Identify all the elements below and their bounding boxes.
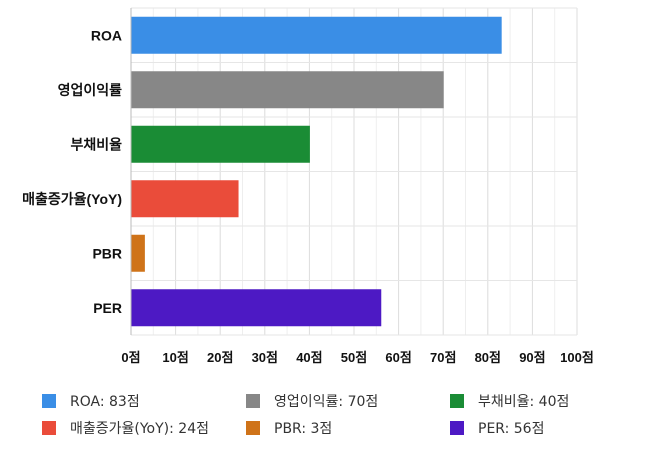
legend-swatch xyxy=(450,421,464,435)
category-label: ROA xyxy=(91,27,122,43)
legend-item: 매출증가율(YoY): 24점 xyxy=(42,418,209,438)
x-tick-label: 50점 xyxy=(341,350,367,365)
x-tick-label: 30점 xyxy=(252,350,278,365)
legend-label: 부채비율: 40점 xyxy=(478,394,570,410)
legend-swatch xyxy=(42,421,56,435)
category-label: 매출증가율(YoY) xyxy=(22,191,122,207)
x-tick-label: 0점 xyxy=(121,350,140,365)
x-tick-label: 90점 xyxy=(519,350,545,365)
category-label: PBR xyxy=(92,245,122,261)
legend-label: ROA: 83점 xyxy=(70,394,140,410)
legend-label: 영업이익률: 70점 xyxy=(274,394,379,410)
legend-item: PER: 56점 xyxy=(450,418,544,438)
x-tick-label: 20점 xyxy=(207,350,233,365)
x-tick-label: 10점 xyxy=(162,350,188,365)
legend-swatch xyxy=(450,394,464,408)
bars xyxy=(131,16,502,327)
x-tick-label: 70점 xyxy=(430,350,456,365)
category-label: 영업이익률 xyxy=(58,82,123,98)
legend-swatch xyxy=(246,421,260,435)
legend-item: 영업이익률: 70점 xyxy=(246,391,378,411)
legend-item: PBR: 3점 xyxy=(246,418,332,438)
x-tick-label: 60점 xyxy=(385,350,411,365)
legend-label: PBR: 3점 xyxy=(274,421,333,437)
legend-swatch xyxy=(42,394,56,408)
bar xyxy=(131,289,382,327)
bar xyxy=(131,125,310,163)
x-tick-labels: 0점 10점 20점 30점 40점 50점 60점 70점 80점 90점 100점 xyxy=(121,350,593,365)
legend-label: PER: 56점 xyxy=(478,421,545,437)
category-label: 부채비율 xyxy=(70,136,122,152)
x-tick-label: 40점 xyxy=(296,350,322,365)
category-label: PER xyxy=(93,300,122,316)
legend-item: 부채비율: 40점 xyxy=(450,391,569,411)
grid-lines xyxy=(130,7,578,336)
bar xyxy=(131,71,444,109)
x-tick-label: 80점 xyxy=(475,350,501,365)
bar xyxy=(131,234,145,272)
legend-label: 매출증가율(YoY): 24점 xyxy=(70,421,209,437)
legend-item: ROA: 83점 xyxy=(42,391,140,411)
bar xyxy=(131,16,502,54)
legend-swatch xyxy=(246,394,260,408)
x-tick-label: 100점 xyxy=(560,350,594,365)
bar xyxy=(131,180,239,218)
